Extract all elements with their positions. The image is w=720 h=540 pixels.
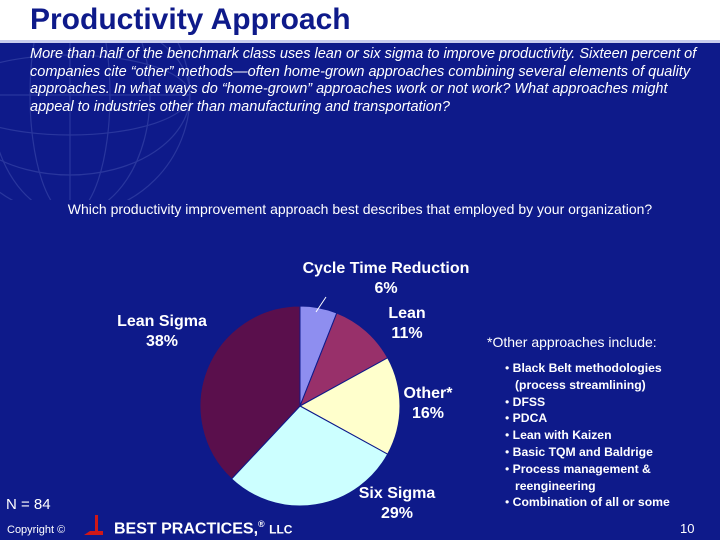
slice-name: Six Sigma	[358, 485, 436, 502]
company-name-text: BEST PRACTICES,	[114, 520, 259, 538]
other-approaches-list: Black Belt methodologies (process stream…	[505, 360, 710, 511]
slice-name: Cycle Time Reduction	[302, 260, 470, 277]
leader-line	[315, 296, 327, 313]
list-item: Basic TQM and Baldrige	[505, 444, 710, 461]
slice-label-lean: Lean 11%	[372, 304, 442, 344]
list-item: Combination of all or some	[505, 494, 710, 511]
other-approaches-header: *Other approaches include:	[487, 334, 657, 350]
list-item: Black Belt methodologies (process stream…	[505, 360, 710, 394]
slice-label-six-sigma: Six Sigma 29%	[342, 484, 452, 524]
pie-slice-lean	[299, 312, 389, 408]
list-item: Process management & reengineering	[505, 461, 710, 495]
intro-text: More than half of the benchmark class us…	[30, 46, 697, 115]
slice-value: 29%	[380, 505, 414, 522]
slice-label-other: Other* 16%	[388, 384, 468, 424]
pie-slice-six-sigma	[230, 405, 389, 507]
chart-question: Which productivity improvement approach …	[67, 201, 653, 217]
slice-name: Lean Sigma	[117, 313, 207, 330]
slice-value: 6%	[374, 280, 398, 297]
copyright-text: Copyright ©	[7, 524, 66, 536]
slice-label-lean-sigma: Lean Sigma 38%	[102, 312, 222, 352]
list-item: PDCA	[505, 410, 710, 427]
title-divider	[0, 40, 720, 43]
slice-label-cycle-time-reduction: Cycle Time Reduction 6%	[286, 259, 486, 299]
registered-mark: ®	[258, 519, 265, 529]
pie-slice-other	[298, 357, 401, 455]
pie-slice-lean-sigma	[199, 305, 301, 480]
slice-name: Lean	[388, 305, 426, 322]
slice-value: 11%	[391, 325, 423, 342]
page-number: 10	[680, 521, 695, 536]
slice-value: 38%	[145, 333, 179, 350]
company-suffix: LLC	[269, 522, 293, 537]
slice-value: 16%	[411, 405, 445, 422]
title-bar	[0, 0, 720, 40]
slice-name: Other*	[403, 385, 453, 402]
slide-title: Productivity Approach	[30, 3, 351, 36]
company-name: BEST PRACTICES,® LLC	[114, 519, 292, 538]
company-logo-icon	[84, 515, 103, 535]
list-item: Lean with Kaizen	[505, 427, 710, 444]
sample-size: N = 84	[6, 496, 51, 513]
list-item: DFSS	[505, 394, 710, 411]
